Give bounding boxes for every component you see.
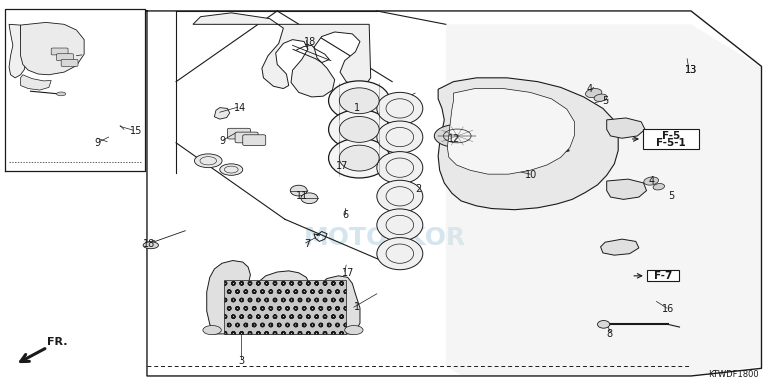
Polygon shape bbox=[9, 24, 26, 78]
Text: 18: 18 bbox=[143, 239, 155, 249]
Text: 14: 14 bbox=[234, 104, 246, 114]
Text: 2: 2 bbox=[415, 184, 421, 194]
Ellipse shape bbox=[644, 177, 658, 185]
Text: 4: 4 bbox=[648, 176, 654, 186]
FancyBboxPatch shape bbox=[228, 128, 251, 139]
Polygon shape bbox=[207, 261, 360, 334]
Text: 3: 3 bbox=[238, 357, 245, 367]
Text: 7: 7 bbox=[304, 239, 311, 249]
Ellipse shape bbox=[290, 185, 307, 196]
FancyBboxPatch shape bbox=[647, 271, 680, 281]
Text: 10: 10 bbox=[524, 170, 537, 180]
Polygon shape bbox=[607, 179, 647, 199]
Polygon shape bbox=[215, 108, 230, 119]
Text: F-5: F-5 bbox=[662, 131, 681, 141]
Text: F-7: F-7 bbox=[654, 271, 673, 281]
Ellipse shape bbox=[377, 209, 423, 241]
Ellipse shape bbox=[301, 193, 318, 204]
Ellipse shape bbox=[339, 145, 379, 171]
Ellipse shape bbox=[377, 121, 423, 153]
Polygon shape bbox=[438, 78, 618, 210]
Ellipse shape bbox=[585, 89, 602, 98]
Circle shape bbox=[220, 164, 243, 175]
Text: 9: 9 bbox=[220, 136, 226, 146]
Text: 16: 16 bbox=[662, 304, 674, 314]
Text: 6: 6 bbox=[342, 211, 348, 221]
Ellipse shape bbox=[377, 92, 423, 124]
Text: 15: 15 bbox=[130, 126, 142, 136]
Ellipse shape bbox=[598, 321, 610, 328]
Text: F-5-1: F-5-1 bbox=[656, 138, 686, 148]
Text: 5: 5 bbox=[602, 96, 608, 106]
Circle shape bbox=[195, 154, 222, 167]
Polygon shape bbox=[224, 280, 346, 334]
Text: 13: 13 bbox=[685, 65, 697, 75]
Polygon shape bbox=[193, 13, 371, 97]
Text: 9: 9 bbox=[95, 138, 101, 148]
FancyBboxPatch shape bbox=[644, 129, 699, 149]
Ellipse shape bbox=[339, 117, 379, 142]
FancyBboxPatch shape bbox=[62, 60, 78, 66]
Polygon shape bbox=[601, 239, 639, 255]
Text: 11: 11 bbox=[296, 191, 308, 201]
Text: 17: 17 bbox=[342, 268, 355, 278]
Circle shape bbox=[203, 325, 221, 335]
Ellipse shape bbox=[328, 138, 390, 178]
Text: 17: 17 bbox=[336, 161, 348, 171]
Text: 8: 8 bbox=[607, 329, 613, 339]
Text: 13: 13 bbox=[685, 65, 697, 75]
Text: 1: 1 bbox=[354, 104, 360, 114]
Ellipse shape bbox=[328, 81, 390, 121]
Ellipse shape bbox=[377, 238, 423, 270]
Text: FR.: FR. bbox=[48, 337, 68, 347]
Circle shape bbox=[345, 325, 363, 335]
FancyBboxPatch shape bbox=[52, 48, 68, 55]
Ellipse shape bbox=[57, 92, 66, 96]
Circle shape bbox=[434, 124, 481, 147]
Ellipse shape bbox=[653, 184, 664, 190]
Text: 1: 1 bbox=[354, 302, 360, 312]
Text: 4: 4 bbox=[587, 84, 593, 94]
Text: 12: 12 bbox=[448, 134, 461, 144]
Polygon shape bbox=[21, 22, 84, 75]
Polygon shape bbox=[446, 24, 760, 375]
FancyBboxPatch shape bbox=[57, 54, 73, 60]
Ellipse shape bbox=[377, 180, 423, 213]
Ellipse shape bbox=[594, 94, 607, 101]
Text: MOTORKOR: MOTORKOR bbox=[304, 226, 465, 250]
FancyBboxPatch shape bbox=[243, 135, 266, 146]
Text: 18: 18 bbox=[304, 37, 316, 47]
Polygon shape bbox=[607, 118, 645, 138]
Ellipse shape bbox=[328, 110, 390, 149]
Text: 5: 5 bbox=[668, 191, 674, 201]
Polygon shape bbox=[21, 75, 52, 90]
Text: KTWDF1800: KTWDF1800 bbox=[707, 370, 758, 379]
FancyBboxPatch shape bbox=[235, 132, 258, 143]
Ellipse shape bbox=[143, 242, 158, 249]
Ellipse shape bbox=[339, 88, 379, 114]
Ellipse shape bbox=[377, 152, 423, 184]
Polygon shape bbox=[448, 89, 574, 174]
